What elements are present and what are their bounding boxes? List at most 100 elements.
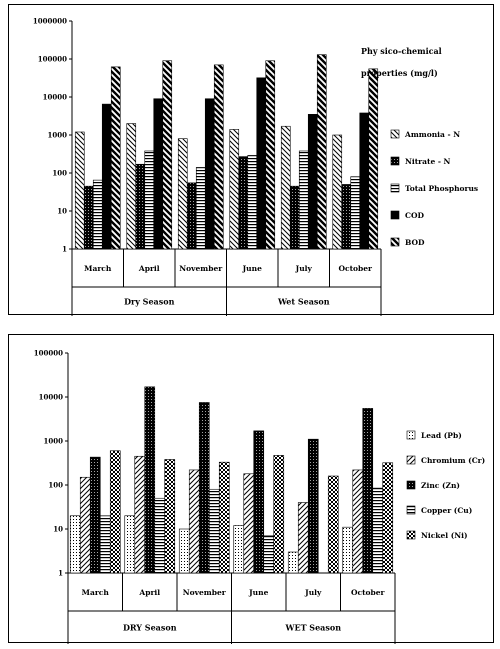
bar-copper-cu-november (208, 488, 220, 574)
category-label: June (242, 264, 262, 273)
legend-label: BOD (405, 238, 425, 247)
bar-zinc-zn-march (89, 456, 101, 574)
y-tick-label: 100 (48, 481, 63, 490)
legend-swatch (390, 156, 400, 166)
legend-swatch (406, 430, 416, 440)
category-label: July (304, 588, 322, 597)
chart-panel-heavy-metals: 1 10 100 1000 10000 100000 March April November J… (8, 334, 494, 644)
bar-nickel-ni-july (327, 475, 339, 574)
category-label: November (179, 264, 223, 273)
legend-swatch (390, 210, 400, 220)
legend-swatch (406, 505, 416, 515)
legend-swatch (390, 237, 400, 247)
legend-swatch (390, 183, 400, 193)
bar-cod-october (359, 112, 370, 250)
bar-zinc-zn-october (362, 408, 374, 574)
bar-lead-pb-june (233, 525, 245, 574)
legend-title: Phy sico-chemical (361, 46, 442, 56)
bar-copper-cu-april (154, 497, 166, 574)
y-tick-label: 100000 (34, 349, 63, 358)
y-tick-label: 10 (57, 207, 67, 216)
bar-bod-july (316, 54, 327, 250)
season-group-label: Wet Season (277, 297, 330, 307)
bar-nitrate-n-march (83, 185, 94, 250)
legend-label: Nitrate - N (405, 157, 451, 166)
bar-nickel-ni-october (382, 462, 394, 574)
y-tick-label: 1000000 (33, 17, 67, 26)
legend-label: Nickel (Ni) (421, 531, 468, 540)
bar-cod-april (153, 98, 164, 250)
y-tick-label: 10000 (39, 393, 63, 402)
y-tick-label: 100 (52, 169, 67, 178)
bar-ammonia-n-july (280, 125, 291, 250)
bar-total-phosphorus-april (144, 150, 155, 250)
bar-lead-pb-march (69, 515, 81, 574)
legend-label: Ammonia - N (404, 130, 460, 139)
bar-nickel-ni-march (109, 450, 121, 574)
bar-ammonia-n-november (177, 138, 188, 250)
y-tick-label: 1 (58, 569, 63, 578)
bar-lead-pb-october (342, 526, 354, 574)
y-tick-label: 10000 (43, 93, 67, 102)
chart-heavy-metals-svg: 1 10 100 1000 10000 100000 March April November J… (34, 349, 485, 644)
bar-lead-pb-april (124, 515, 136, 574)
bar-chromium-cr-november (188, 469, 200, 574)
bar-chromium-cr-april (134, 455, 146, 574)
bar-nickel-ni-november (218, 461, 230, 574)
bar-chromium-cr-march (79, 476, 91, 574)
bar-cod-march (101, 103, 112, 250)
bar-total-phosphorus-october (350, 176, 361, 250)
legend-label: Chromium (Cr) (421, 456, 485, 465)
bar-copper-cu-march (99, 515, 111, 574)
bar-nitrate-n-november (186, 182, 197, 250)
category-label: July (295, 264, 313, 273)
y-tick-label: 1 (62, 245, 67, 254)
bar-nickel-ni-april (164, 459, 176, 574)
bar-copper-cu-october (372, 487, 384, 574)
bar-total-phosphorus-november (195, 167, 206, 250)
category-label: October (351, 588, 386, 597)
bar-ammonia-n-june (229, 129, 240, 250)
legend-label: COD (405, 211, 425, 220)
bar-nitrate-n-july (289, 185, 300, 250)
bar-nickel-ni-june (273, 455, 285, 574)
bar-bod-november (213, 64, 224, 250)
category-label: November (183, 588, 227, 597)
y-tick-label: 1000 (48, 131, 68, 140)
category-label: October (338, 264, 373, 273)
bar-nitrate-n-october (341, 184, 352, 250)
chart-physico-chemical-svg: 1 10 100 1000 10000 100000 1000000 March April No… (33, 17, 478, 316)
season-group-label: DRY Season (123, 623, 177, 633)
bar-nitrate-n-april (135, 163, 146, 250)
legend-title: properties (mg/l) (361, 68, 438, 78)
bar-ammonia-n-april (126, 123, 137, 250)
bar-total-phosphorus-june (247, 155, 258, 250)
bar-bod-april (162, 60, 173, 250)
bar-zinc-zn-june (253, 430, 265, 574)
bar-chromium-cr-june (243, 473, 255, 574)
category-label: March (84, 264, 112, 273)
bar-nitrate-n-june (238, 156, 249, 250)
category-label: March (82, 588, 110, 597)
chart-panel-physico-chemical: 1 10 100 1000 10000 100000 1000000 March April No… (8, 4, 494, 316)
bar-chromium-cr-october (352, 469, 364, 574)
bar-lead-pb-july (287, 551, 299, 574)
y-tick-label: 100000 (38, 55, 67, 64)
bar-ammonia-n-march (74, 131, 85, 250)
legend-swatch (406, 455, 416, 465)
legend-label: Lead (Pb) (421, 431, 462, 440)
bar-total-phosphorus-july (298, 150, 309, 250)
bar-lead-pb-november (178, 528, 190, 574)
legend-swatch (406, 480, 416, 490)
bar-zinc-zn-november (198, 402, 210, 574)
bar-ammonia-n-october (332, 134, 343, 250)
legend-label: Zinc (Zn) (421, 481, 460, 490)
legend-label: Total Phosphorus (405, 184, 478, 193)
bar-chromium-cr-july (297, 502, 309, 574)
y-tick-label: 1000 (44, 437, 64, 446)
bar-bod-march (110, 66, 121, 250)
season-group-label: Dry Season (124, 297, 174, 307)
legend-swatch (390, 129, 400, 139)
y-tick-label: 10 (53, 525, 63, 534)
bar-zinc-zn-july (307, 438, 319, 574)
